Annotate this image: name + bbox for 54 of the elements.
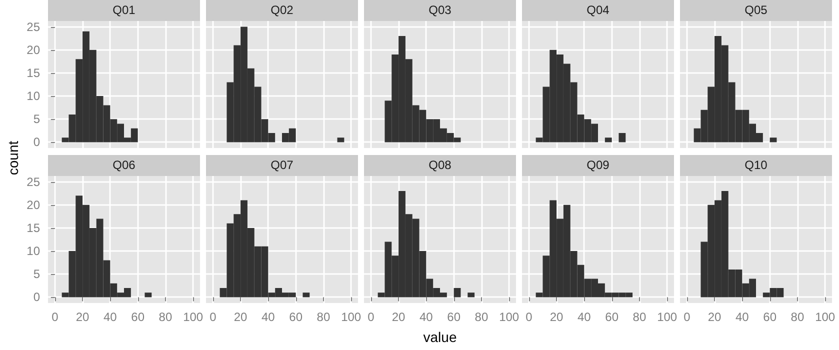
x-tick-label: 100 [183,310,204,324]
y-tick-label: 0 [33,135,40,150]
x-tick-label: 60 [447,310,461,324]
x-tick-label: 0 [210,310,217,324]
x-tick-label: 100 [815,310,836,324]
chart-title: Q02 [206,0,358,21]
chart-title: Q06 [48,155,200,176]
x-tick-label: 80 [316,310,330,324]
y-axis-title: count [5,140,21,178]
y-tick-label: 20 [26,42,40,57]
x-tick-label: 0 [684,310,691,324]
chart-title: Q04 [522,0,674,21]
x-tick-label: 40 [104,310,118,324]
x-tick-label: 60 [131,310,145,324]
y-tick-label: 25 [26,20,40,34]
x-tick-label: 20 [550,310,564,324]
x-tick-label: 80 [632,310,646,324]
y-tick-label: 0 [33,290,40,304]
x-tick-label: 60 [289,310,303,324]
x-tick-label: 100 [341,310,362,324]
y-tick-label: 25 [26,174,40,189]
y-tick-label: 5 [33,267,40,282]
chart-title: Q10 [680,155,832,176]
x-tick-label: 20 [234,310,248,324]
x-tick-label: 0 [368,310,375,324]
x-tick-label: 40 [736,310,750,324]
y-tick-label: 10 [26,89,40,104]
x-axis-title: value [422,329,458,345]
x-tick-label: 0 [526,310,533,324]
y-tick-label: 20 [26,198,40,212]
x-tick-label: 0 [52,310,59,324]
x-tick-label: 100 [657,310,678,324]
x-tick-label: 40 [578,310,592,324]
x-tick-label: 20 [76,310,90,324]
y-tick-label: 15 [26,220,40,235]
x-tick-label: 40 [262,310,276,324]
x-tick-label: 80 [158,310,172,324]
chart-title: Q07 [206,155,358,176]
x-tick-label: 60 [605,310,619,324]
x-tick-label: 80 [474,310,488,324]
chart-title: Q01 [48,0,200,21]
x-tick-label: 20 [392,310,406,324]
y-tick-label: 15 [26,66,40,80]
x-tick-label: 60 [763,310,777,324]
chart-title: Q03 [364,0,516,21]
x-tick-label: 100 [499,310,520,324]
chart-title: Q05 [680,0,832,21]
chart-title: Q09 [522,155,674,176]
x-tick-label: 20 [708,310,722,324]
y-tick-label: 5 [33,112,40,126]
y-tick-label: 10 [26,244,40,258]
x-tick-label: 80 [790,310,804,324]
chart-title: Q08 [364,155,516,176]
x-tick-label: 40 [420,310,434,324]
